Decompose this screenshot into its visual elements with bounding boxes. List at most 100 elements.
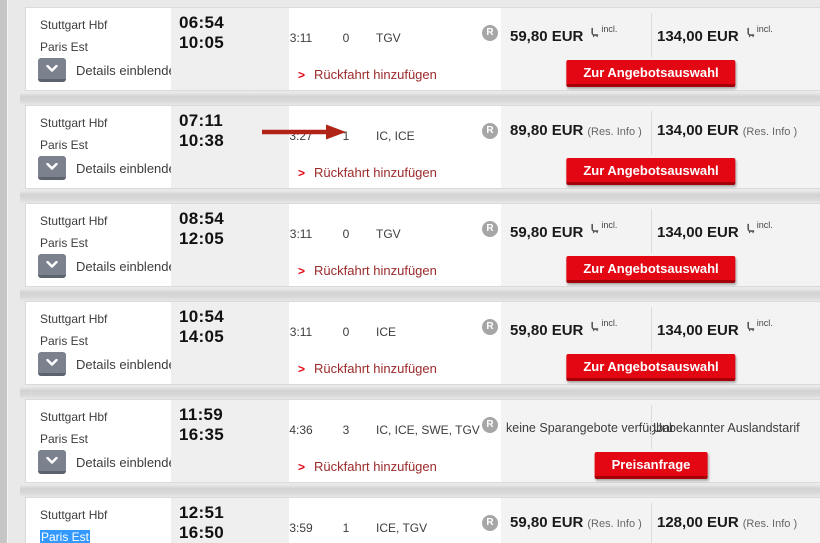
add-return-link[interactable]: > Rückfahrt hinzufügen xyxy=(298,165,437,181)
offer-select-button[interactable]: Zur Angebotsauswahl xyxy=(566,354,736,381)
add-return-label: Rückfahrt hinzufügen xyxy=(314,459,437,474)
arrival-time: 16:50 xyxy=(179,523,224,542)
arrival-time: 10:38 xyxy=(179,131,224,150)
add-return-label: Rückfahrt hinzufügen xyxy=(314,263,437,278)
add-return-link[interactable]: > Rückfahrt hinzufügen xyxy=(298,459,437,475)
normal-fare-price: 134,00 EUR xyxy=(657,224,739,241)
arrival-time: 16:35 xyxy=(179,425,224,444)
savings-fare-price: 59,80 EUR xyxy=(510,514,584,531)
reservation-included-icon: incl. xyxy=(745,318,773,332)
add-return-label: Rückfahrt hinzufügen xyxy=(314,67,437,82)
annotation-arrow xyxy=(262,124,346,140)
chevron-right-icon: > xyxy=(298,362,306,376)
reservation-badge-icon: R xyxy=(482,515,498,531)
duration: 3:11 xyxy=(289,325,313,339)
arrival-station-text: Paris Est xyxy=(40,40,89,54)
connection-row: Stuttgart Hbf Paris Est Details einblend… xyxy=(20,105,820,204)
savings-fare-price: 59,80 EUR xyxy=(510,224,584,241)
reservation-included-icon: incl. xyxy=(589,24,617,38)
arrival-station: Paris Est xyxy=(40,40,88,54)
add-return-link[interactable]: > Rückfahrt hinzufügen xyxy=(298,361,437,377)
details-toggle[interactable]: Details einblenden xyxy=(38,156,183,180)
changes-count: 0 xyxy=(342,325,350,339)
departure-station: Stuttgart Hbf xyxy=(40,214,108,228)
train-products: IC, ICE, SWE, TGV xyxy=(376,423,480,437)
departure-time: 07:11 xyxy=(179,111,224,130)
chevron-right-icon: > xyxy=(298,264,306,278)
reservation-included-icon: incl. xyxy=(745,24,773,38)
train-products: ICE xyxy=(376,325,397,339)
savings-fare-price: keine Sparangebote verfügbar xyxy=(506,421,675,435)
reservation-badge-icon: R xyxy=(482,25,498,41)
details-toggle[interactable]: Details einblenden xyxy=(38,450,183,474)
chevron-down-icon[interactable] xyxy=(38,450,66,474)
reservation-included-icon: incl. xyxy=(589,318,617,332)
add-return-link[interactable]: > Rückfahrt hinzufügen xyxy=(298,263,437,279)
chevron-down-icon[interactable] xyxy=(38,156,66,180)
offer-select-button[interactable]: Zur Angebotsauswahl xyxy=(566,256,736,283)
fares-section: keine Sparangebote verfügbarincl.(Res. I… xyxy=(501,400,820,482)
reservation-info-link[interactable]: (Res. Info ) xyxy=(742,518,798,530)
reservation-badge-icon: R xyxy=(482,123,498,139)
normal-fare-price: Unbekannter Auslandstarif xyxy=(653,421,800,435)
details-toggle[interactable]: Details einblenden xyxy=(38,254,183,278)
departure-station: Stuttgart Hbf xyxy=(40,312,108,326)
price-divider xyxy=(651,405,652,449)
normal-fare-price: 128,00 EUR xyxy=(657,514,739,531)
offer-select-button[interactable]: Zur Angebotsauswahl xyxy=(566,158,736,185)
time-column: 08:54 12:05 xyxy=(171,204,289,286)
time-column: 06:54 10:05 xyxy=(171,8,289,90)
incl-label: incl. xyxy=(601,24,618,34)
time-column: 07:11 10:38 xyxy=(171,106,289,188)
arrival-station: Paris Est xyxy=(40,138,88,152)
savings-fare-price: 59,80 EUR xyxy=(510,322,584,339)
add-return-link[interactable]: > Rückfahrt hinzufügen xyxy=(298,67,437,83)
reservation-included-icon: incl. xyxy=(745,220,773,234)
arrival-station-text: Paris Est xyxy=(40,530,91,543)
train-products: TGV xyxy=(376,31,401,45)
arrival-station-text: Paris Est xyxy=(40,138,89,152)
duration: 4:36 xyxy=(289,423,313,437)
departure-station: Stuttgart Hbf xyxy=(40,18,108,32)
offer-select-button[interactable]: Preisanfrage xyxy=(594,452,708,479)
arrival-station-text: Paris Est xyxy=(40,236,89,250)
reservation-info-link[interactable]: (Res. Info ) xyxy=(587,518,642,530)
chevron-right-icon: > xyxy=(298,460,306,474)
chevron-down-icon[interactable] xyxy=(38,352,66,376)
incl-label: incl. xyxy=(756,24,773,34)
changes-count: 0 xyxy=(342,227,350,241)
arrival-station: Paris Est xyxy=(40,334,88,348)
chevron-right-icon: > xyxy=(298,166,306,180)
reservation-info-link[interactable]: (Res. Info ) xyxy=(587,126,642,138)
offer-select-button[interactable]: Zur Angebotsauswahl xyxy=(566,60,736,87)
reservation-info-link[interactable]: (Res. Info ) xyxy=(742,126,798,138)
chevron-down-icon[interactable] xyxy=(38,254,66,278)
details-toggle[interactable]: Details einblenden xyxy=(38,58,183,82)
duration: 3:59 xyxy=(289,521,313,535)
departure-station: Stuttgart Hbf xyxy=(40,508,108,522)
reservation-included-icon: incl. xyxy=(589,220,617,234)
savings-fare: keine Sparangebote verfügbarincl.(Res. I… xyxy=(506,419,674,436)
departure-station: Stuttgart Hbf xyxy=(40,410,108,424)
details-toggle-label: Details einblenden xyxy=(76,454,183,470)
arrival-time: 12:05 xyxy=(179,229,224,248)
details-toggle-label: Details einblenden xyxy=(76,258,183,274)
chevron-down-icon[interactable] xyxy=(38,58,66,82)
arrival-station: Paris Est xyxy=(40,530,91,543)
price-divider xyxy=(651,209,652,253)
time-column: 11:59 16:35 xyxy=(171,400,289,482)
details-toggle[interactable]: Details einblenden xyxy=(38,352,183,376)
savings-fare-price: 59,80 EUR xyxy=(510,28,584,45)
incl-label: incl. xyxy=(601,318,618,328)
arrival-time: 14:05 xyxy=(179,327,224,346)
arrival-station-text: Paris Est xyxy=(40,334,89,348)
details-toggle-label: Details einblenden xyxy=(76,356,183,372)
add-return-label: Rückfahrt hinzufügen xyxy=(314,165,437,180)
arrival-time: 10:05 xyxy=(179,33,224,52)
